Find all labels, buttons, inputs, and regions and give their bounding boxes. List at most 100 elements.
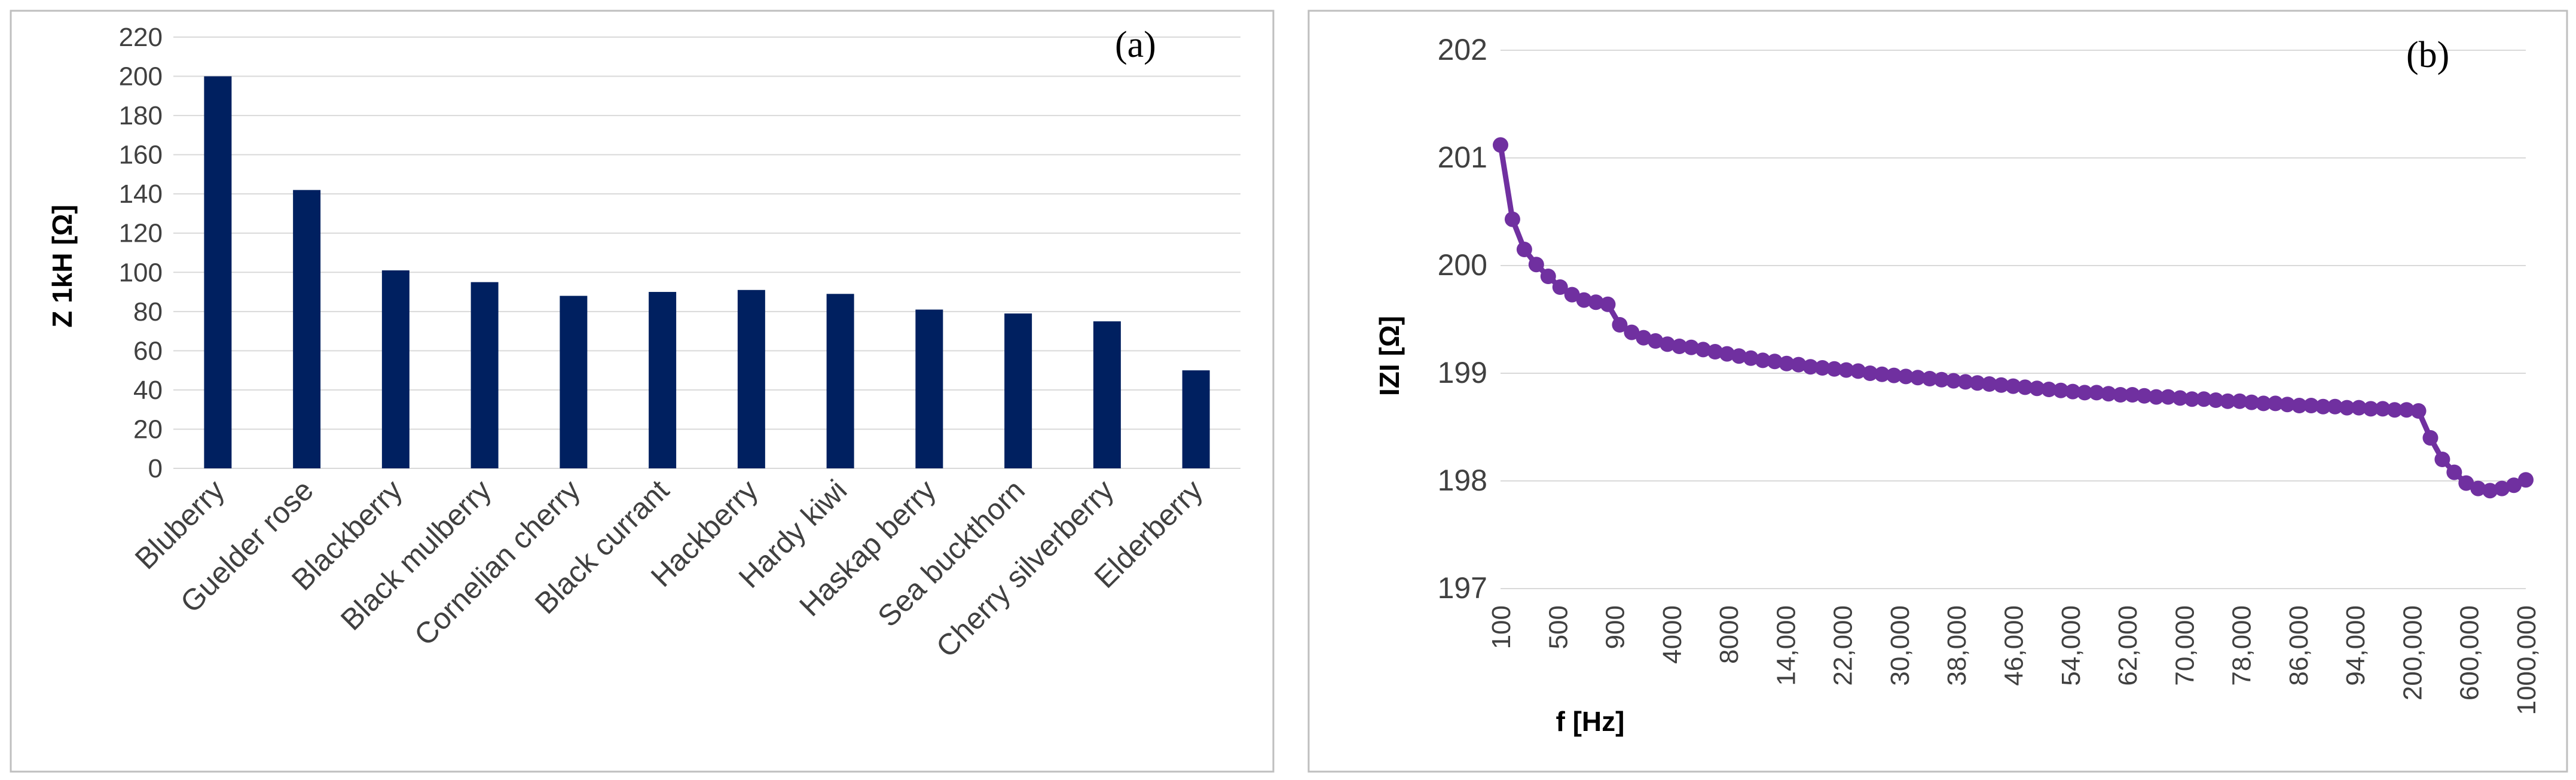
panel-b-y-axis-title: IZI [Ω] [1374,316,1405,396]
panel-b-data-point [1612,317,1628,333]
panel-b-data-point [1540,269,1556,284]
panel-b-y-tick-label: 197 [1438,571,1487,605]
panel-b-data-point [1493,137,1508,153]
panel-a-y-tick-label: 180 [119,101,163,130]
panel-b-data-point [1516,242,1532,257]
panel-b-x-tick-label: 600,000 [2455,605,2485,700]
panel-b-data-point [2077,385,2093,401]
panel-b-data-point [2005,378,2021,394]
panel-a-y-axis-title: Z 1kH [Ω] [47,205,78,328]
panel-b-data-point [1588,294,1604,310]
panel-b-data-point [1707,344,1723,359]
panel-b-data-point [2220,393,2236,409]
panel-b-data-point [2196,391,2212,407]
panel-b-x-tick-label: 78,000 [2227,605,2257,686]
panel-b-data-point [1945,373,1961,389]
panel-b-x-tick-label: 100 [1487,605,1516,649]
panel-b-data-point [2112,387,2128,403]
panel-b-data-point [2172,390,2188,406]
panel-b-x-tick-label: 22,000 [1829,605,1858,686]
panel-a-x-tick-label: Cornelian cherry [408,473,586,652]
panel-b-data-point [1826,361,1842,377]
panel-a-bar [204,76,232,468]
panel-a-bar [560,295,588,468]
panel-b-x-tick-label: 200,000 [2398,605,2427,700]
panel-b-x-tick-label: 62,000 [2113,605,2143,686]
panel-b-x-tick-label: 1000,000 [2512,605,2541,715]
panel-b-data-point [2160,389,2176,405]
panel-b-x-tick-label: 46,000 [2000,605,2029,686]
panel-a-y-tick-label: 60 [133,336,163,365]
panel-b-data-point [1802,359,1819,375]
panel-b-x-tick-label: 94,000 [2341,605,2370,686]
panel-a-y-tick-label: 160 [119,141,163,170]
panel-a-bar [470,282,499,468]
panel-b-data-point [2375,401,2391,417]
panel-b-data-point [2244,394,2260,410]
panel-b-data-point [2327,398,2343,415]
panel-b-data-point [1814,360,1831,376]
panel-b-x-tick-label: 30,000 [1886,605,1915,686]
panel-b-x-tick-label: 500 [1544,605,1573,649]
panel-b-x-axis-title: f [Hz] [1556,706,1625,737]
panel-b-frame [1307,10,2568,773]
panel-b-series-line [1498,144,2527,493]
panel-b-data-point [1921,371,1938,386]
panel-b-x-tick-label: 38,000 [1942,605,1972,686]
panel-b-data-point [1862,365,1878,381]
panel-a-bar [915,309,943,468]
panel-b-data-point [2494,480,2510,496]
panel-a-y-tick-label: 40 [133,376,163,405]
panel-a-y-tick-label: 140 [119,179,163,209]
panel-b-data-point [1898,368,1914,385]
panel-b-data-point [2268,395,2284,412]
panel-b-x-tick-label: 8000 [1715,605,1744,664]
panel-b-data-point [2482,483,2498,499]
panel-b-data-point [1636,330,1652,346]
panel-b-data-point [2065,383,2081,400]
panel-a-frame [10,10,1275,773]
panel-a-y-tick-label: 20 [133,415,163,444]
panel-b-data-point [2232,393,2248,409]
panel-b-data-point [1552,279,1568,295]
panel-b-data-point [2470,480,2486,496]
panel-a-bar [649,292,677,468]
panel-b-x-tick-label: 14,000 [1771,605,1801,686]
panel-b-data-point [1564,287,1580,303]
panel-b-data-point [1660,336,1676,352]
panel-b-line-chart: 197 198 199 200 201 202 100 500 900 4000 8000 14,0… [1307,10,2568,773]
panel-b-data-point [1576,292,1592,308]
panel-b-data-point [1600,296,1616,312]
panel-b-data-point [2410,403,2427,419]
panel-b-data-point [2458,475,2474,491]
panel-a-bar [1004,313,1032,468]
panel-b-data-point [2315,398,2331,415]
panel-b-data-point [1743,350,1759,366]
panel-b-data-point [1695,342,1712,358]
panel-b-data-point [2256,395,2272,412]
panel-b-data-point [2363,401,2379,417]
panel-b-data-point [1672,339,1688,354]
panel-b-data-point [1969,375,1985,391]
panel-b-data-point [2136,388,2152,404]
panel-a-y-tick-label: 120 [119,219,163,248]
panel-b-data-point [1874,366,1890,382]
panel-b-data-point [2184,391,2200,407]
panel-b-data-point [1790,357,1807,373]
panel-b-data-point [1504,211,1520,227]
panel-b-data-point [2422,430,2439,446]
panel-b-data-point [2434,452,2450,467]
panel-b-x-tick-label: 86,000 [2284,605,2314,686]
panel-b-data-point [2386,402,2403,418]
panel-b-y-tick-label: 202 [1438,33,1487,66]
panel-a-bar [1182,370,1210,468]
panel-b-data-point [2101,386,2117,402]
panel-b-data-point [1719,346,1735,362]
panel-b-data-point [2208,392,2224,408]
panel-a-label: (a) [1115,25,1156,65]
panel-b-label: (b) [2406,35,2449,75]
panel-b-data-point [1909,370,1926,386]
panel-b-y-tick-label: 199 [1438,356,1487,389]
panel-b-data-point [2029,380,2045,397]
panel-b-data-point [1624,324,1640,340]
